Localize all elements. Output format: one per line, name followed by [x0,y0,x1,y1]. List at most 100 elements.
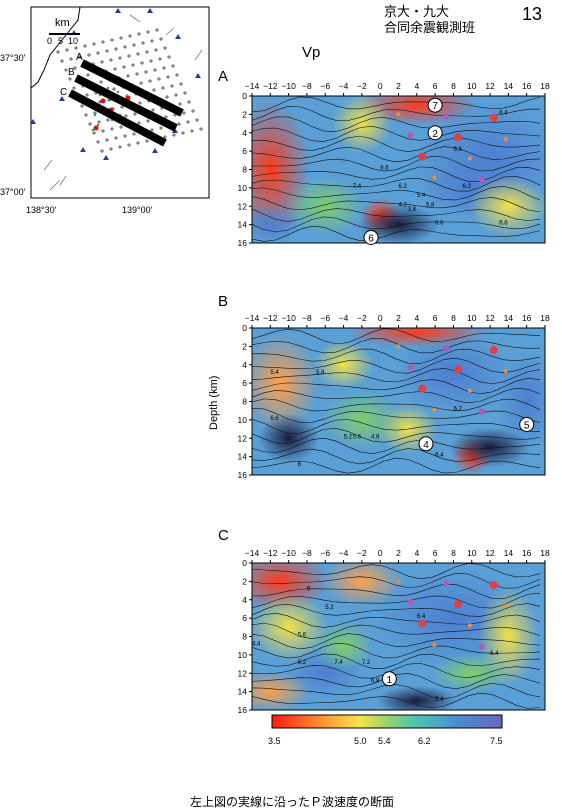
contour-label: 6.6 [380,166,389,172]
hypocenter [503,137,508,142]
y-tick-label: 6 [242,378,247,388]
contour-label: 6.2 [453,407,462,413]
colorbar-label-3: 5.4 [378,736,391,746]
x-tick-label: −6 [320,81,330,91]
y-tick-label: 12 [238,668,248,678]
x-tick-label: 10 [467,548,477,558]
x-tick-label: 8 [451,81,456,91]
contour-label: 6.6 [453,147,462,153]
x-tick-label: −4 [339,313,349,323]
panel-letter-b: B [218,293,229,310]
contour-label: 5.4 [270,370,279,376]
velocity-anomaly [313,339,374,390]
contour-line [252,106,541,121]
x-tick-label: 4 [414,313,419,323]
x-tick-label: −12 [263,81,278,91]
colorbar-gradient [271,714,503,729]
contour-label: 6 [298,462,302,468]
index-map: km 0 5 10 37°30' 37°00' 138°30' 139°00' … [0,6,210,215]
hypocenter [489,114,498,123]
y-tick-label: 16 [238,705,248,715]
coastline [30,6,81,89]
contour-line [252,407,541,424]
x-tick-label: 6 [433,548,438,558]
contour-label: 7.2 [362,660,371,666]
x-tick-label: −6 [320,548,330,558]
numbered-marker-label: 5 [524,420,530,431]
hypocenter [478,643,485,650]
lon-label-1: 138°30' [26,205,57,215]
section-panel-3: 5 5.2 6.4 4.4 5.6 6.2 7.4 7.2 6.8 6.4 5.4 −14 −12 −10… [238,548,550,715]
hypocenter [407,364,414,371]
panel-letter-a: A [218,68,229,85]
hypocenter [503,369,508,374]
contour-label: 6.2 [399,184,408,190]
contour-line [252,208,541,222]
x-tick-label: −8 [302,313,312,323]
contour-label: 5 [307,587,311,593]
hypocenter [432,407,437,412]
contour-line [252,584,541,599]
y-tick-label: 10 [238,650,248,660]
hypocenter [454,600,463,609]
fault-traces [43,14,203,191]
hypocenter [489,581,498,590]
hypocenter [407,132,414,139]
x-tick-label: −4 [339,548,349,558]
x-tick-label: 12 [485,313,495,323]
x-tick-label: 18 [540,313,550,323]
hypocenter [396,112,401,117]
x-tick-label: 12 [485,548,495,558]
contour-line [252,633,541,650]
contour-line [252,563,541,580]
contour-line [252,653,541,669]
x-tick-label: 16 [522,313,532,323]
contour-line [252,225,541,242]
velocity-anomaly [468,176,545,237]
contour-label: 3.8 [408,207,417,213]
x-tick-label: −14 [245,548,260,558]
y-tick-label: 4 [242,128,247,138]
y-tick-label: 8 [242,632,247,642]
panel-letter-c: C [218,527,229,544]
velocity-anomaly [376,685,457,710]
x-tick-label: −10 [281,313,296,323]
header-line2: 合同余震観測班 [384,20,476,35]
hypocenter [467,156,472,161]
contour-line [252,622,541,640]
contour-line [252,437,541,454]
contour-label: 6.6 [270,416,279,422]
y-tick-label: 4 [242,595,247,605]
velocity-sections: 7.4 6.26.65.45.86.6 6.86.26.66.43.84.2−14−… [238,81,550,715]
x-tick-label: 14 [504,81,514,91]
x-tick-label: −10 [281,548,296,558]
y-tick-label: 6 [242,613,247,623]
contour-line [252,96,541,113]
numbered-marker-label: 1 [387,675,393,686]
y-tick-label: 14 [238,687,248,697]
contour-line [252,428,541,444]
y-tick-label: 16 [238,238,248,248]
hypocenter [454,133,463,142]
x-tick-label: −2 [357,81,367,91]
y-tick-label: 0 [242,558,247,568]
hypocenter [478,176,485,183]
hypocenter [407,599,414,606]
hypocenter [418,384,427,393]
x-tick-label: −8 [302,548,312,558]
y-tick-label: 12 [238,433,248,443]
colorbar: 3.5 5.0 5.4 6.2 7.5 [268,714,503,746]
contour-line [252,612,541,628]
x-tick-label: 14 [504,548,514,558]
x-tick-label: 10 [467,313,477,323]
hypocenter [432,175,437,180]
x-tick-label: 18 [540,548,550,558]
contour-line [252,175,541,192]
section-panel-1: 7.4 6.26.65.45.86.6 6.86.26.66.43.84.2−14−… [238,81,550,248]
velocity-anomaly [331,96,392,154]
hypocenter [443,580,450,587]
hypocenter [432,642,437,647]
colorbar-label-4: 6.2 [418,736,431,746]
contour-line [252,196,541,213]
x-tick-label: 8 [451,313,456,323]
